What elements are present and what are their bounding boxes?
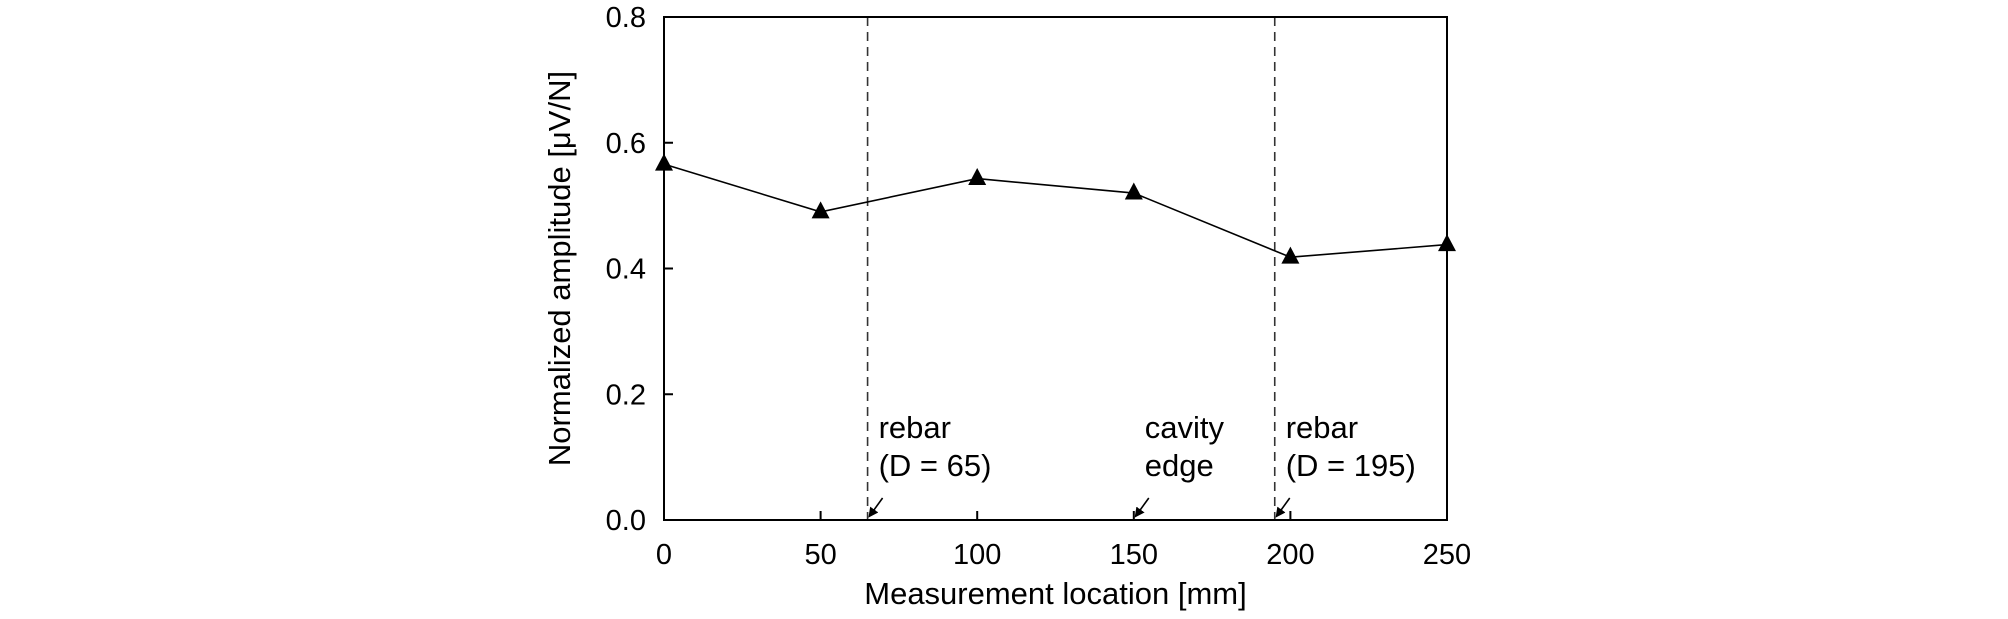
data-point-marker (1124, 182, 1143, 200)
annotation-text: (D = 195) (1286, 448, 1416, 483)
annotation-arrow (868, 497, 884, 518)
annotation-text: (D = 65) (879, 448, 992, 483)
series-markers (655, 153, 1456, 264)
x-tick-label: 0 (656, 539, 672, 571)
data-point-marker (968, 168, 987, 186)
x-tick-label: 50 (804, 539, 836, 571)
y-tick-label: 0.8 (606, 2, 646, 34)
annotation-text: cavity (1145, 410, 1225, 445)
x-tick-label: 250 (1423, 539, 1471, 571)
x-axis-ticks: 0 50 100 150 200 250 (656, 511, 1471, 571)
data-point-marker (811, 201, 830, 219)
data-point-marker (1281, 246, 1300, 264)
data-point-marker (655, 153, 673, 171)
annotation-arrow (1134, 497, 1150, 518)
x-axis-title: Measurement location [mm] (864, 576, 1246, 611)
annotation-arrow (1275, 497, 1291, 518)
annotation: rebar(D = 195) (1275, 410, 1416, 518)
x-tick-label: 100 (953, 539, 1001, 571)
x-tick-label: 200 (1266, 539, 1314, 571)
annotation-text: edge (1145, 448, 1214, 483)
y-axis-title: Normalized amplitude [μV/N] (542, 71, 577, 466)
y-tick-label: 0.0 (606, 505, 646, 537)
y-tick-label: 0.4 (606, 254, 646, 286)
data-point-marker (1438, 234, 1456, 252)
annotation-text: rebar (1286, 410, 1358, 445)
y-tick-label: 0.6 (606, 128, 646, 160)
annotation-text: rebar (879, 410, 951, 445)
series-line (663, 163, 1448, 258)
x-tick-label: 150 (1110, 539, 1158, 571)
y-tick-label: 0.2 (606, 379, 646, 411)
reference-lines (866, 17, 1276, 520)
y-axis-ticks: 0.0 0.2 0.4 0.6 0.8 (606, 2, 673, 537)
annotation: rebar(D = 65) (868, 410, 992, 518)
